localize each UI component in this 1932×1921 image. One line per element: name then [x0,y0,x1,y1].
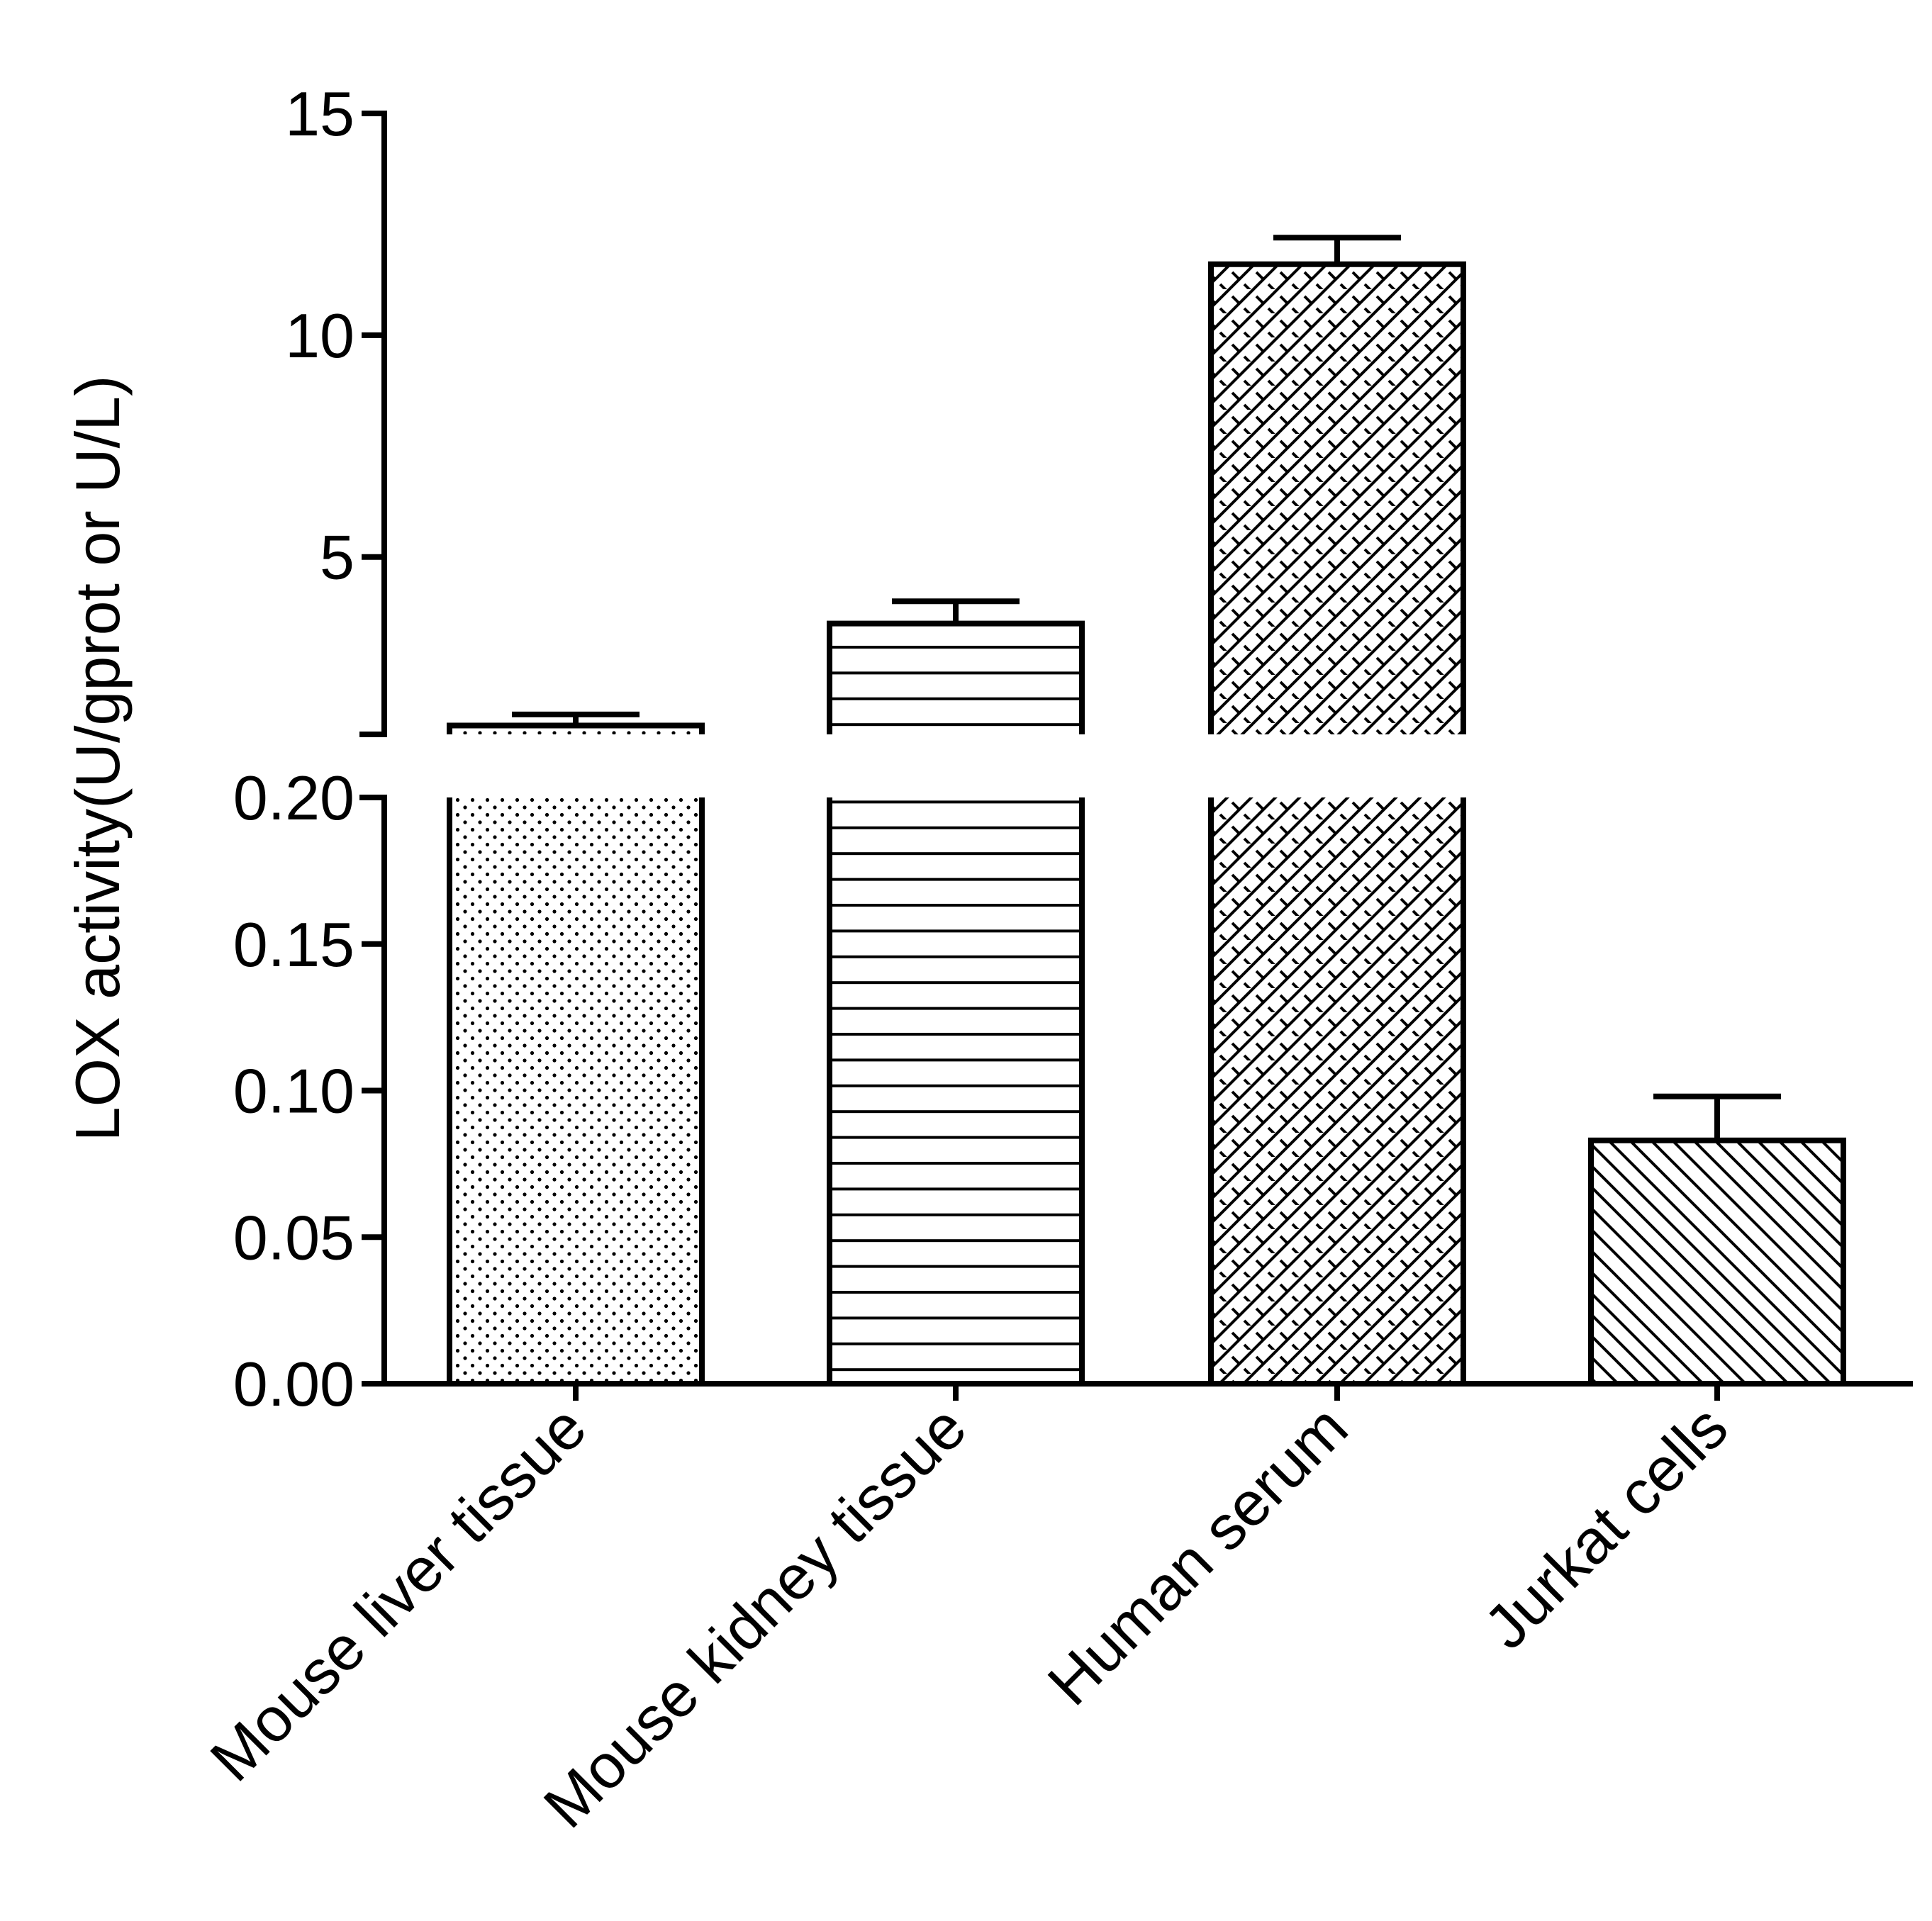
y-tick-label: 0.00 [233,1349,354,1419]
bar-upper-segment [830,623,1082,734]
bar-lower-outline [827,797,1085,1384]
x-tick-label-mouse-liver-tissue: Mouse liver tissue [196,1391,599,1794]
error-bar-human-serum [1273,235,1401,264]
bar-jurkat-cells [1588,1137,1846,1387]
bars-layer [447,261,1846,1387]
x-tick-label-jurkat-cells: Jurkat cells [1470,1391,1741,1662]
bar-upper-outline [447,722,705,734]
bar-lower-segment [450,797,702,1384]
bar-upper-segment [1211,264,1463,734]
y-tick-label: 0.05 [233,1202,354,1272]
y-tick-label: 0.10 [233,1056,354,1126]
x-tick-label-mouse-kidney-tissue: Mouse kidney tissue [530,1391,980,1841]
bar-lower-segment [1211,797,1463,1384]
bar-human-serum [1208,261,1466,1384]
y-tick-label: 10 [285,301,354,371]
bar-body [1588,1137,1846,1387]
y-axis-title: LOX activity(U/gprot or U/L) [62,376,133,1142]
y-tick-label: 5 [320,522,354,593]
error-bar-mouse-kidney-tissue [892,598,1020,624]
y-tick-label: 15 [285,79,354,149]
error-bars-layer [512,235,1781,1141]
bar-lower-segment [830,797,1082,1384]
bar-lower-outline [447,797,705,1384]
y-tick-label: 0.20 [233,763,354,833]
bar-mouse-liver-tissue [447,722,705,1384]
x-tick-label-human-serum: Human serum [1034,1391,1361,1718]
error-bar-jurkat-cells [1653,1093,1781,1141]
error-bar-mouse-liver-tissue [512,711,640,726]
bar-lower-outline [1208,797,1466,1384]
y-tick-label: 0.15 [233,909,354,980]
bar-upper-outline [1208,261,1466,734]
bar-mouse-kidney-tissue [827,620,1085,1384]
